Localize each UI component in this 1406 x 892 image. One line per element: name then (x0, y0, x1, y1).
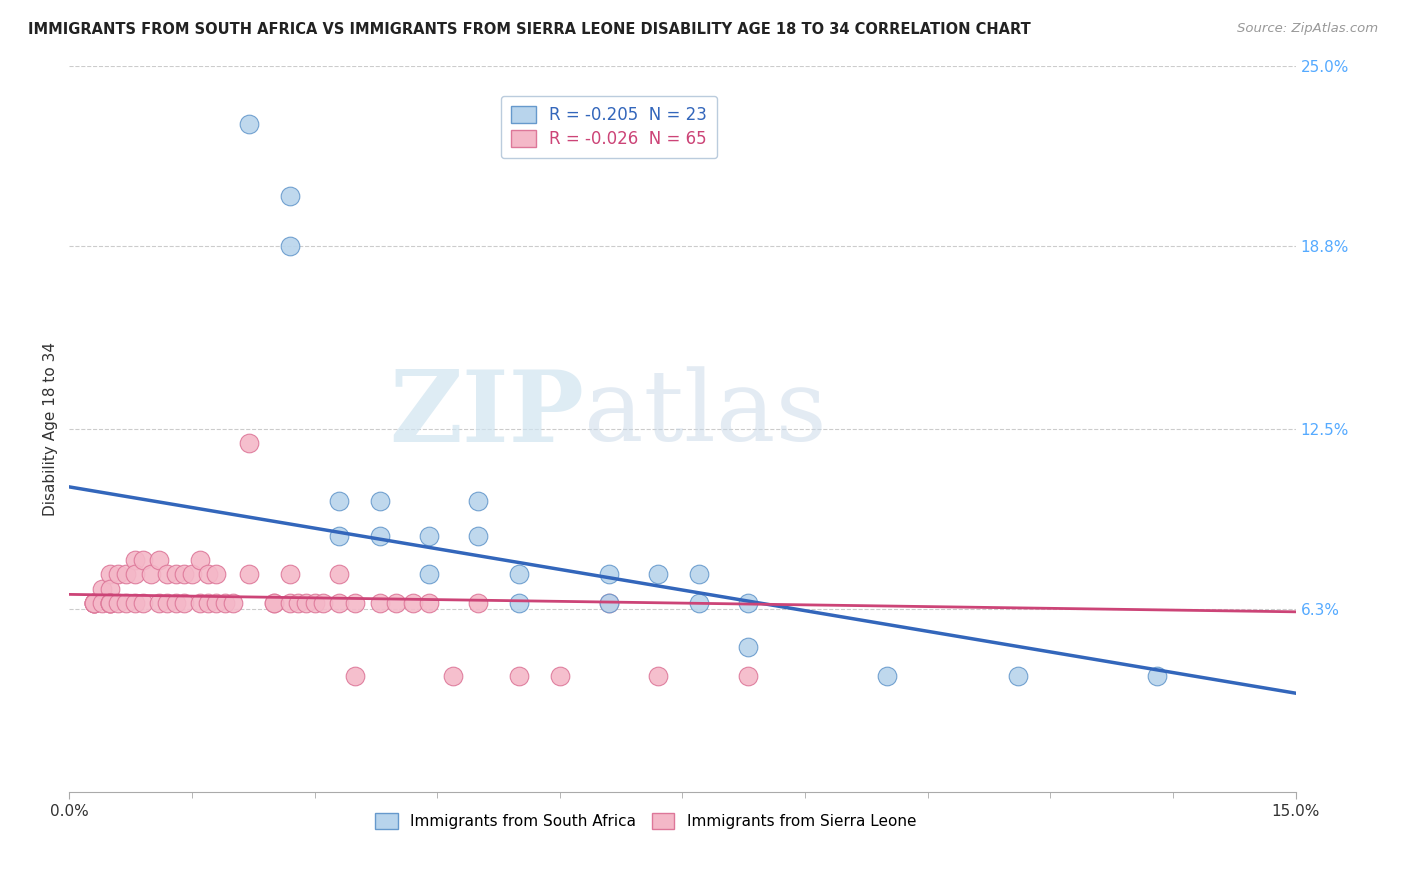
Point (344, 669, 367, 683)
Point (107, 567, 129, 582)
Point (165, 596, 187, 610)
Point (197, 596, 219, 610)
Point (156, 596, 179, 610)
Point (598, 567, 620, 582)
Point (368, 494, 391, 508)
Point (876, 669, 898, 683)
Point (647, 567, 669, 582)
Point (737, 640, 759, 654)
Point (115, 596, 138, 610)
Point (205, 567, 228, 582)
Point (263, 596, 285, 610)
Point (180, 567, 202, 582)
Point (418, 567, 440, 582)
Point (205, 596, 228, 610)
Point (418, 596, 440, 610)
Point (385, 596, 408, 610)
Point (148, 596, 170, 610)
Point (90, 596, 112, 610)
Point (443, 669, 465, 683)
Point (508, 567, 530, 582)
Point (418, 529, 440, 543)
Point (1007, 669, 1029, 683)
Point (278, 238, 301, 252)
Point (688, 567, 710, 582)
Text: atlas: atlas (585, 367, 827, 462)
Point (647, 669, 669, 683)
Point (107, 596, 129, 610)
Point (98, 596, 121, 610)
Point (1146, 669, 1168, 683)
Point (278, 189, 301, 203)
Point (548, 669, 571, 683)
Point (238, 436, 260, 450)
Point (263, 596, 285, 610)
Point (401, 596, 423, 610)
Point (214, 596, 236, 610)
Text: Source: ZipAtlas.com: Source: ZipAtlas.com (1237, 22, 1378, 36)
Point (132, 596, 155, 610)
Point (467, 529, 489, 543)
Point (598, 596, 620, 610)
Point (83, 596, 105, 610)
Point (368, 596, 391, 610)
Point (83, 596, 105, 610)
Point (98, 596, 121, 610)
Point (467, 596, 489, 610)
Point (98, 596, 121, 610)
Point (124, 552, 146, 566)
Text: ZIP: ZIP (389, 366, 585, 463)
Point (508, 596, 530, 610)
Point (173, 567, 195, 582)
Point (188, 596, 211, 610)
Point (115, 567, 138, 582)
Point (98, 567, 121, 582)
Point (328, 567, 350, 582)
Point (148, 552, 170, 566)
Point (737, 596, 759, 610)
Point (222, 596, 245, 610)
Point (312, 596, 335, 610)
Legend: Immigrants from South Africa, Immigrants from Sierra Leone: Immigrants from South Africa, Immigrants… (368, 807, 922, 835)
Point (188, 552, 211, 566)
Point (83, 596, 105, 610)
Text: IMMIGRANTS FROM SOUTH AFRICA VS IMMIGRANTS FROM SIERRA LEONE DISABILITY AGE 18 T: IMMIGRANTS FROM SOUTH AFRICA VS IMMIGRAN… (28, 22, 1031, 37)
Point (328, 529, 350, 543)
Point (83, 596, 105, 610)
Point (197, 567, 219, 582)
Point (287, 596, 309, 610)
Point (156, 567, 179, 582)
Point (124, 567, 146, 582)
Point (98, 582, 121, 596)
Point (173, 596, 195, 610)
Point (238, 567, 260, 582)
Point (83, 596, 105, 610)
Y-axis label: Disability Age 18 to 34: Disability Age 18 to 34 (44, 342, 58, 516)
Point (278, 596, 301, 610)
Point (368, 529, 391, 543)
Point (328, 494, 350, 508)
Point (238, 117, 260, 131)
Point (132, 552, 155, 566)
Point (295, 596, 318, 610)
Point (139, 567, 162, 582)
Point (598, 596, 620, 610)
Point (344, 596, 367, 610)
Point (688, 596, 710, 610)
Point (467, 494, 489, 508)
Point (508, 669, 530, 683)
Point (124, 596, 146, 610)
Point (328, 596, 350, 610)
Point (98, 596, 121, 610)
Point (278, 567, 301, 582)
Point (737, 669, 759, 683)
Point (304, 596, 326, 610)
Point (90, 582, 112, 596)
Point (165, 567, 187, 582)
